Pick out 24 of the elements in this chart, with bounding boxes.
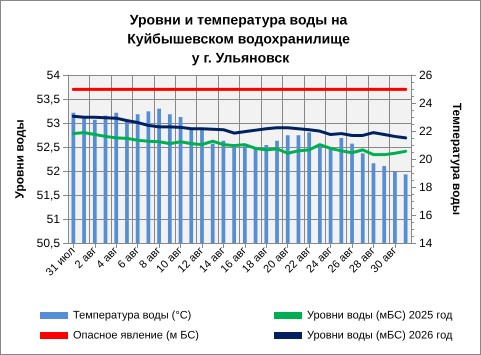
y2-tick-label: 26 (419, 68, 433, 82)
y-tick-label: 53,5 (36, 92, 60, 106)
legend-label: Уровни воды (мБС) 2025 год (307, 310, 453, 322)
y-tick-label: 51,5 (36, 188, 60, 202)
y-tick-label: 54 (46, 68, 60, 82)
y-tick-label: 51 (46, 212, 60, 226)
legend-label: Уровни воды (мБС) 2026 год (307, 330, 453, 342)
legend-label: Температура воды (°C) (73, 310, 192, 322)
y-tick-label: 50,5 (36, 236, 60, 250)
y2-tick-label: 24 (419, 96, 433, 110)
y2-tick-label: 22 (419, 124, 433, 138)
y-axis-title: Уровни воды (12, 119, 27, 199)
y2-tick-label: 14 (419, 236, 433, 250)
line-series (72, 131, 408, 156)
chart-title: Уровни и температура воды на Куйбышевском водохранилище у г. Ульяновск (127, 12, 354, 66)
y2-tick-label: 16 (419, 208, 433, 222)
y-tick-label: 52 (46, 164, 60, 178)
y2-axis-title: Температура воды (450, 102, 464, 216)
legend-label: Опасное явление (м БС) (73, 330, 199, 342)
y-tick-label: 52,5 (36, 140, 60, 154)
y2-tick-label: 18 (419, 180, 433, 194)
y-tick-label: 53 (46, 116, 60, 130)
y2-tick-label: 20 (419, 152, 433, 166)
line-series (72, 114, 408, 140)
